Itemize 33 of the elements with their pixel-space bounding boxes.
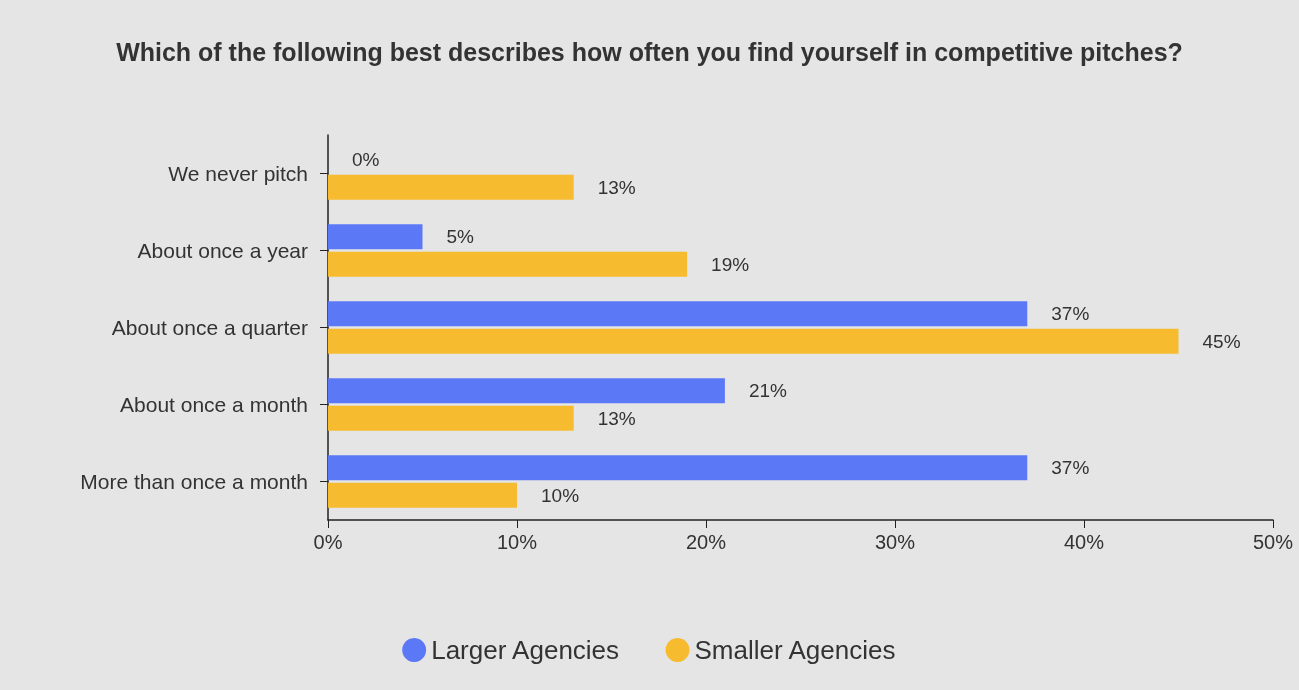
chart-title: Which of the following best describes how often you find yourself in competitive pitches?: [116, 38, 1183, 66]
bar: [328, 224, 423, 250]
legend-label: Larger Agencies: [431, 635, 620, 665]
x-tick-label: 10%: [496, 531, 538, 553]
data-label: 13%: [597, 407, 636, 429]
y-tick-label: We never pitch: [168, 162, 308, 185]
y-tick-label: More than once a month: [80, 470, 308, 493]
x-tick-label: 40%: [1063, 531, 1105, 553]
data-label: 37%: [1051, 457, 1090, 479]
data-label: 0%: [352, 149, 380, 171]
bar: [328, 378, 725, 404]
bar: [328, 174, 574, 200]
x-tick-label: 20%: [685, 531, 727, 553]
data-label: 13%: [597, 176, 636, 198]
bar: [328, 482, 517, 508]
bar: [328, 455, 1028, 481]
data-label: 10%: [541, 484, 580, 506]
data-label: 45%: [1202, 330, 1241, 352]
y-tick-label: About once a year: [137, 239, 308, 262]
x-tick-label: 30%: [874, 531, 916, 553]
data-label: 21%: [748, 380, 788, 402]
y-tick-label: About once a month: [120, 393, 308, 416]
bar: [328, 405, 574, 431]
legend-label: Smaller Agencies: [694, 635, 896, 665]
bar: [328, 251, 688, 277]
bar: [328, 301, 1028, 327]
x-tick-label: 50%: [1252, 531, 1294, 553]
data-label: 19%: [711, 253, 750, 275]
data-label: 37%: [1051, 303, 1090, 325]
data-label: 5%: [446, 226, 475, 248]
x-tick-label: 0%: [313, 531, 343, 553]
y-tick-label: About once a quarter: [111, 316, 308, 339]
bar: [328, 328, 1179, 354]
